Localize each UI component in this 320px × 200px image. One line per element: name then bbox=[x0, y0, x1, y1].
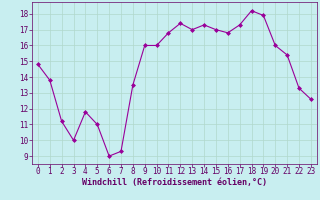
X-axis label: Windchill (Refroidissement éolien,°C): Windchill (Refroidissement éolien,°C) bbox=[82, 178, 267, 187]
